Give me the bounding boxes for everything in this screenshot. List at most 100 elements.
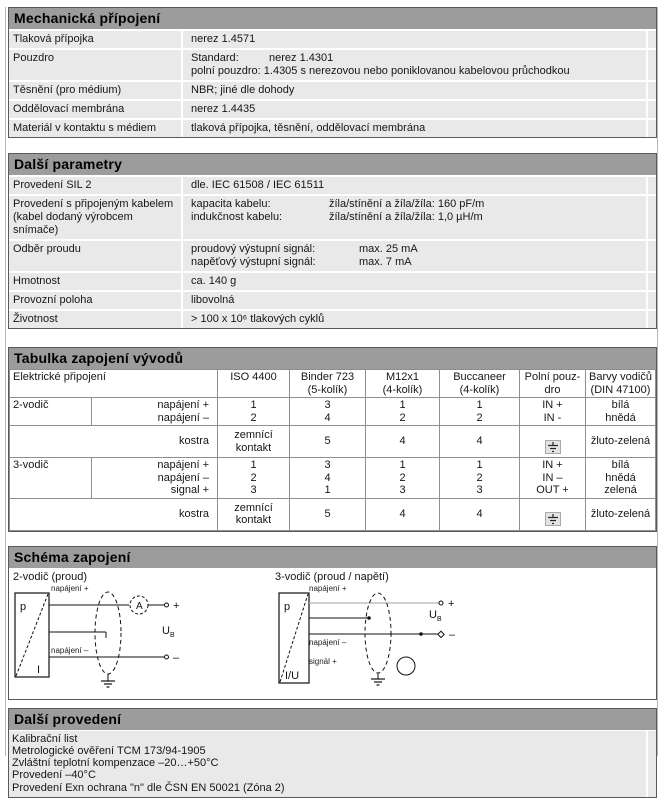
supply-minus-label: napájení –: [51, 646, 89, 655]
row-label: Provedení s připojeným kabelem (kabel do…: [9, 196, 181, 239]
section-other-versions: Další provedení Kalibrační list Metrolog…: [8, 707, 657, 798]
row-label: Pouzdro: [9, 50, 181, 80]
pinout-header-row: Elektrické připojení ISO 4400 Binder 723…: [9, 369, 656, 398]
table-row: Provedení SIL 2 dle. IEC 61508 / IEC 615…: [9, 177, 656, 194]
output-label: I/U: [285, 670, 299, 682]
wire-colors: žluto-zelená: [585, 497, 656, 531]
pin-values-m12: 4: [365, 497, 440, 531]
list-item: Zvláštní teplotní kompenzace –20…+50°C: [12, 757, 219, 770]
pinout-row-2wire: 2-vodič napájení + napájení – 1 2 3 4 1 …: [9, 397, 656, 426]
list-item: Provedení Exn ochrana "n" dle ČSN EN 500…: [12, 781, 285, 794]
earth-ground-icon: [101, 673, 115, 688]
section-title: Tabulka zapojení vývodů: [9, 348, 656, 369]
pin-values-binder: 3 4: [289, 397, 366, 426]
page-border-right: [657, 7, 658, 756]
cable-shield-ellipse: [364, 592, 392, 673]
value-text: nerez 1.4301: [269, 52, 334, 64]
diagram-3wire-svg: napájení + p I/U + – napájení – signál +: [278, 584, 456, 686]
terminal-plus: [164, 602, 169, 607]
column-header: Polní pouz- dro: [519, 369, 586, 398]
row-label: Odběr proudu: [9, 241, 181, 271]
value-key: napěťový výstupní signál:: [191, 256, 316, 268]
row-value: nerez 1.4435: [183, 101, 656, 118]
pin-functions: napájení + napájení –: [91, 397, 218, 426]
table-row: Pouzdro Standard: nerez 1.4301 polní pouz…: [9, 50, 656, 80]
ammeter-label: A: [136, 601, 143, 612]
row-label-line1: Provedení s připojeným kabelem: [13, 198, 174, 210]
value-key: kapacita kabelu:: [191, 198, 271, 210]
minus-label: –: [449, 629, 456, 641]
plus-label: +: [173, 600, 179, 612]
pinout-row-3wire: 3-vodič napájení + napájení – signal + 1…: [9, 457, 656, 499]
wire-colors: žluto-zelená: [585, 425, 656, 458]
row-value: proudový výstupní signál: max. 25 mA napě…: [183, 241, 656, 271]
table-row: Provozní poloha libovolná: [9, 292, 656, 309]
diagram-caption: 2-vodič (proud): [13, 570, 87, 583]
supply-plus-label: napájení +: [51, 584, 89, 593]
junction-dot: [367, 615, 371, 620]
earth-ground-icon: [544, 439, 561, 454]
pin-values-binder: 5: [289, 425, 366, 458]
table-row: Odběr proudu proudový výstupní signál: ma…: [9, 241, 656, 271]
value-text: max. 7 mA: [359, 256, 412, 268]
list-item: Metrologické ověření TCM 173/94-1905: [12, 744, 206, 757]
row-label-line2: (kabel dodaný výrobcem snímače): [13, 211, 133, 236]
pin-functions: kostra: [9, 425, 218, 458]
pressure-label: p: [20, 601, 26, 613]
value-text: žíla/stínění a žíla/žíla: 1,0 µH/m: [329, 211, 483, 223]
value-text: žíla/stínění a žíla/žíla: 160 pF/m: [329, 198, 485, 210]
value-text: polní pouzdro: 1.4305 s nerezovou nebo p…: [191, 65, 570, 77]
section-title: Další parametry: [9, 154, 656, 175]
row-value: nerez 1.4571: [183, 31, 656, 48]
terminal-plus: [438, 600, 444, 605]
row-value: libovolná: [183, 292, 656, 309]
sensor-box: [278, 591, 310, 684]
cable-shield-ellipse: [94, 591, 122, 674]
column-header: Buccaneer (4-kolík): [439, 369, 520, 398]
plus-label: +: [448, 598, 454, 610]
signal-plus-label: signál +: [309, 657, 337, 666]
row-value: Standard: nerez 1.4301 polní pouzdro: 1.4…: [183, 50, 656, 80]
diagram-3wire: 3-vodič (proud / napětí) napájení + p I/…: [273, 571, 663, 697]
column-header: Binder 723 (5-kolík): [289, 369, 366, 398]
pin-values-iso4400: zemnící kontakt: [217, 497, 290, 531]
earth-ground-icon: [371, 672, 385, 686]
row-value: > 100 x 10⁶ tlakových cyklů: [183, 311, 656, 328]
table-row: Těsnění (pro médium) NBR; jiné dle dohod…: [9, 82, 656, 99]
table-row: Oddělovací membrána nerez 1.4435: [9, 101, 656, 118]
table-row: Provedení s připojeným kabelem (kabel do…: [9, 196, 656, 239]
pin-values-iso4400: zemnící kontakt: [217, 425, 290, 458]
row-label: Provedení SIL 2: [9, 177, 181, 194]
row-label: Hmotnost: [9, 273, 181, 290]
supply-plus-label: napájení +: [309, 584, 347, 593]
value-key: proudový výstupní signál:: [191, 243, 316, 255]
table-row: Materiál v kontaktu s médiem tlaková pří…: [9, 120, 656, 137]
table-row: Životnost > 100 x 10⁶ tlakových cyklů: [9, 311, 656, 328]
pin-values-m12: 1 2 3: [365, 457, 440, 499]
value-key: Standard:: [191, 52, 239, 64]
pin-values-m12: 4: [365, 425, 440, 458]
column-header: M12x1 (4-kolík): [365, 369, 440, 398]
pin-values-m12: 1 2: [365, 397, 440, 426]
row-label: Materiál v kontaktu s médiem: [9, 120, 181, 137]
sensor-box: [14, 591, 50, 678]
supply-voltage-label: U: [162, 625, 170, 637]
column-header: ISO 4400: [217, 369, 290, 398]
section-title: Další provedení: [9, 708, 656, 730]
terminal-minus: [164, 654, 169, 659]
wiring-diagrams: 2-vodič (proud) napájení + p I A + – nap…: [9, 567, 656, 699]
minus-label: –: [173, 652, 180, 664]
section-wiring-schema: Schéma zapojení 2-vodič (proud) napájení…: [8, 545, 657, 700]
pin-values-field-housing: [519, 425, 586, 458]
pin-values-field-housing: IN + IN -: [519, 397, 586, 426]
pin-values-iso4400: 1 2: [217, 397, 290, 426]
section-title: Mechanická přípojení: [9, 8, 656, 29]
terminal-minus: [437, 629, 445, 638]
wiring-type: 2-vodič: [9, 397, 92, 426]
supply-voltage-sub: B: [170, 632, 175, 639]
value-key: indukčnost kabelu:: [191, 211, 283, 223]
pin-values-binder: 5: [289, 497, 366, 531]
wiring-type: 3-vodič: [9, 457, 92, 499]
list-item: Kalibrační list: [12, 732, 78, 745]
pressure-label: p: [284, 601, 290, 613]
